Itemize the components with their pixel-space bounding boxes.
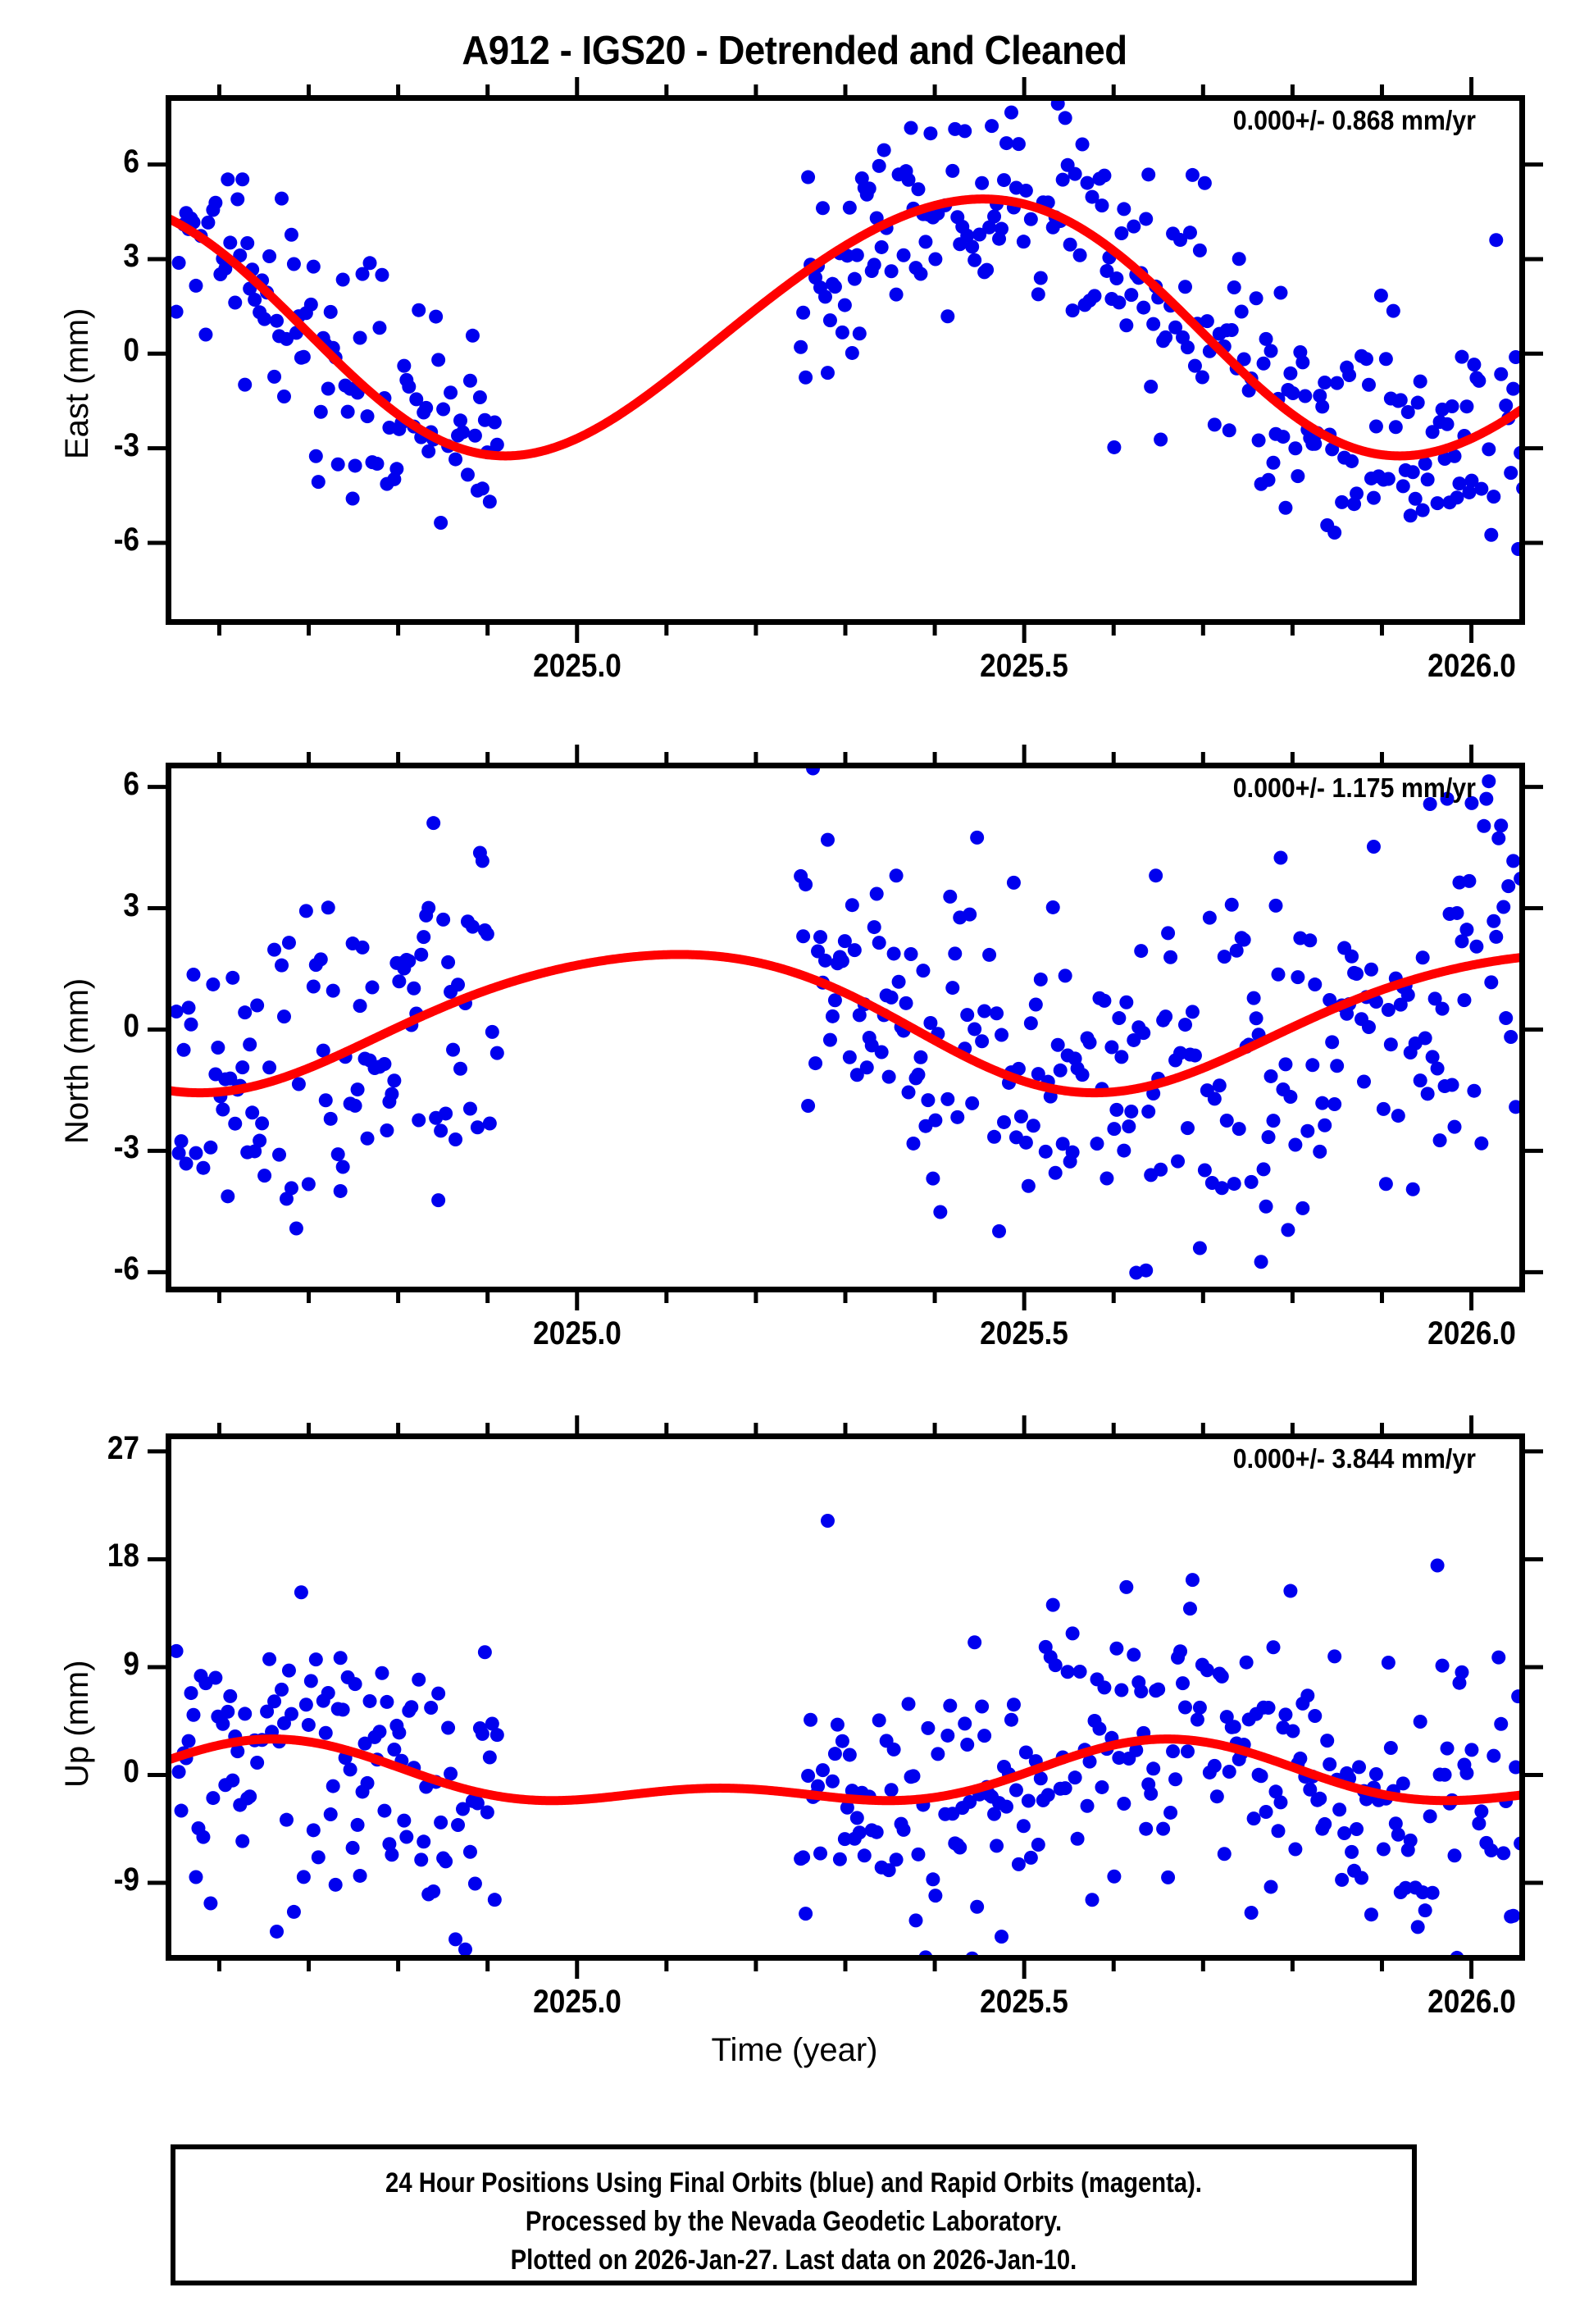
north-rate-annotation: 0.000+/- 1.175 mm/yr	[1232, 772, 1476, 803]
up-ytick-label: 27	[107, 1429, 139, 1466]
caption-line-1: 24 Hour Positions Using Final Orbits (bl…	[385, 2167, 1202, 2199]
xtick-label: 2025.0	[532, 1984, 621, 2020]
xtick-label: 2026.0	[1427, 1984, 1516, 2020]
north-ytick-label: -6	[113, 1251, 139, 1287]
panel-up-plot	[148, 1415, 1543, 1979]
xtick-label: 2025.5	[980, 1315, 1068, 1351]
east-ytick-label: -3	[113, 426, 139, 463]
panel-north	[148, 745, 1543, 1310]
north-ytick-label: -3	[113, 1129, 139, 1166]
xtick-label: 2026.0	[1427, 648, 1516, 684]
xtick-label: 2025.5	[980, 1984, 1068, 2020]
caption-box: 24 Hour Positions Using Final Orbits (bl…	[171, 2144, 1417, 2285]
time-axis-label: Time (year)	[711, 2032, 878, 2068]
up-ytick-label: 18	[107, 1538, 139, 1574]
xtick-label: 2026.0	[1427, 1315, 1516, 1351]
north-ytick-label: 3	[123, 886, 139, 923]
east-rate-annotation: 0.000+/- 0.868 mm/yr	[1232, 105, 1476, 135]
east-ytick-label: 6	[123, 143, 139, 180]
caption-line-2: Processed by the Nevada Geodetic Laborat…	[525, 2206, 1063, 2237]
up-ytick-label: 0	[123, 1753, 139, 1790]
xtick-label: 2025.0	[532, 1315, 621, 1351]
panel-east	[148, 77, 1543, 643]
up-ytick-label: 9	[123, 1645, 139, 1682]
panel-north-plot	[148, 745, 1543, 1310]
east-ytick-label: -6	[113, 522, 139, 558]
east-ytick-label: 0	[123, 332, 139, 369]
up-rate-annotation: 0.000+/- 3.844 mm/yr	[1232, 1443, 1476, 1474]
north-ytick-label: 0	[123, 1008, 139, 1045]
panel-up	[148, 1415, 1543, 1979]
panel-east-plot	[148, 77, 1543, 643]
xtick-label: 2025.5	[980, 648, 1068, 684]
xtick-label: 2025.0	[532, 648, 621, 684]
north-ytick-label: 6	[123, 765, 139, 802]
north-axis-label: North (mm)	[59, 977, 95, 1144]
caption-line-3: Plotted on 2026-Jan-27. Last data on 202…	[510, 2244, 1077, 2276]
up-ytick-label: -9	[113, 1861, 139, 1898]
east-ytick-label: 3	[123, 237, 139, 274]
page-title: A912 - IGS20 - Detrended and Cleaned	[462, 29, 1127, 73]
